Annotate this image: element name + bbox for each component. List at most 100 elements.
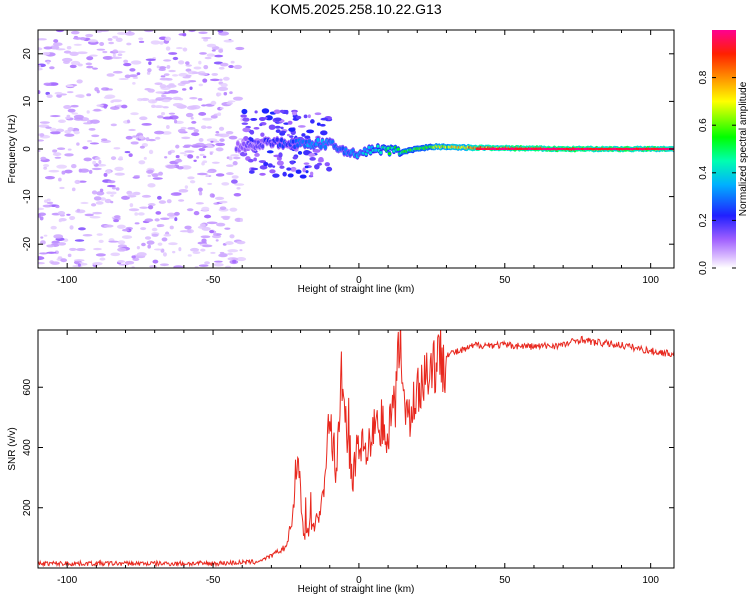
ridge-scatter [326,166,333,172]
ridge-peak [624,148,628,150]
ridge-scatter [304,165,309,169]
noise-speck [136,72,141,76]
noise-speck [182,47,188,52]
ridge-peak [507,148,511,150]
ridge-peak [650,148,654,150]
snr-xlabel: Height of straight line (km) [298,584,415,595]
noise-speck [191,120,197,124]
noise-speck [102,50,108,54]
noise-speck [156,223,165,228]
noise-speck [234,183,245,186]
noise-speck [159,77,170,81]
ridge-core [379,151,383,155]
noise-speck [223,92,228,96]
ridge-scatter [320,117,329,121]
noise-speck [218,253,228,258]
noise-speck [46,251,57,254]
noise-speck [188,30,196,33]
noise-speck [198,137,204,142]
noise-speck [223,39,234,43]
noise-speck [49,66,55,70]
noise-speck [69,51,79,56]
noise-speck [128,153,133,158]
noise-speck [214,260,223,263]
noise-speck [219,138,225,142]
noise-speck [191,145,202,148]
noise-speck [98,239,104,243]
noise-speck [124,260,135,265]
ridge-peak [501,148,505,150]
noise-speck [95,201,104,205]
ridge-scatter [253,126,260,130]
noise-speck [89,54,98,57]
noise-speck [66,45,72,50]
noise-speck [38,207,45,211]
ridge-scatter [268,124,276,130]
ridge-core [242,141,246,147]
noise-speck [124,74,131,79]
noise-speck [63,105,72,110]
noise-speck [140,227,147,231]
ridge-peak [566,148,570,150]
noise-speck [204,56,212,60]
noise-speck [144,218,154,222]
noise-speck [112,35,119,39]
noise-speck [145,58,156,61]
ridge-peak [630,148,634,150]
noise-speck [186,208,194,212]
noise-speck [166,199,172,204]
ridge-scatter [303,114,308,119]
noise-speck [63,50,72,54]
noise-speck [55,128,65,133]
noise-speck [133,175,141,178]
ridge-peak [627,148,631,150]
figure-title: KOM5.2025.258.10.22.G13 [270,1,441,17]
ridge-core [374,148,379,152]
noise-speck [128,128,136,132]
noise-speck [159,263,170,267]
noise-speck [117,31,127,35]
noise-speck [89,216,101,219]
noise-speck [114,172,125,176]
ridge-scatter [301,133,306,137]
noise-speck [200,248,206,252]
ridge-scatter [295,169,302,174]
ridge-scatter [291,111,298,116]
noise-speck [57,211,66,216]
noise-speck [118,156,123,160]
noise-speck [73,43,82,46]
noise-speck [210,251,216,254]
snr-ylabel: SNR (v/v) [7,427,18,470]
noise-speck [162,106,169,109]
noise-speck [38,90,41,95]
ridge-peak [606,148,610,150]
noise-speck [220,83,228,88]
noise-speck [73,259,85,262]
noise-speck [86,110,90,114]
noise-speck [66,213,71,216]
noise-speck [115,187,120,191]
noise-speck [213,262,224,267]
ridge-core [396,147,400,151]
noise-speck [185,74,192,78]
noise-speck [132,82,136,85]
noise-speck [225,265,231,268]
noise-speck [174,158,183,163]
noise-speck [82,146,89,150]
noise-speck [239,249,243,252]
ridge-scatter [269,169,276,174]
noise-speck [209,152,213,155]
noise-speck [225,241,234,245]
noise-speck [95,253,106,257]
colorbar-tick-label: 0.2 [698,213,709,227]
noise-speck [86,93,92,97]
noise-speck [108,240,119,243]
noise-speck [211,49,216,52]
ridge-peak [595,148,599,150]
noise-speck [193,129,199,133]
noise-speck [203,38,209,42]
ridge-core [376,144,380,148]
noise-speck [116,224,126,229]
spectrogram-xlabel: Height of straight line (km) [298,284,415,295]
